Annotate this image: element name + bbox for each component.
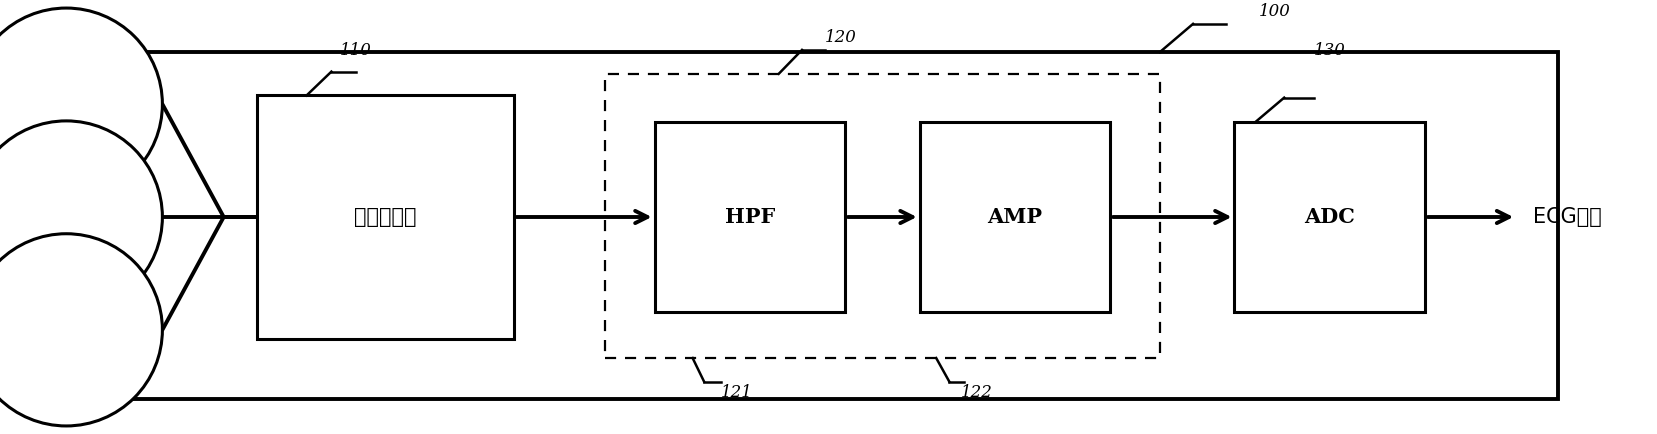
Bar [1234,122,1425,312]
Bar [605,74,1160,358]
Bar [655,122,845,312]
Bar [257,95,514,339]
Text: 120: 120 [825,29,857,46]
Text: C: C [60,321,73,339]
Text: 110: 110 [340,42,371,59]
Bar [124,52,1558,399]
Text: HPF: HPF [724,207,775,227]
Text: 122: 122 [961,384,993,401]
Text: 电极传感器: 电极传感器 [355,207,416,227]
Text: 130: 130 [1314,42,1345,59]
Bar [920,122,1110,312]
Text: ADC: ADC [1304,207,1355,227]
Text: B: B [58,208,75,226]
Text: 121: 121 [721,384,752,401]
Ellipse shape [0,8,162,200]
Text: AMP: AMP [988,207,1042,227]
Text: ECG信号: ECG信号 [1533,207,1601,227]
Text: 100: 100 [1259,3,1291,20]
Ellipse shape [0,234,162,426]
Ellipse shape [0,121,162,313]
Text: A: A [60,95,73,113]
